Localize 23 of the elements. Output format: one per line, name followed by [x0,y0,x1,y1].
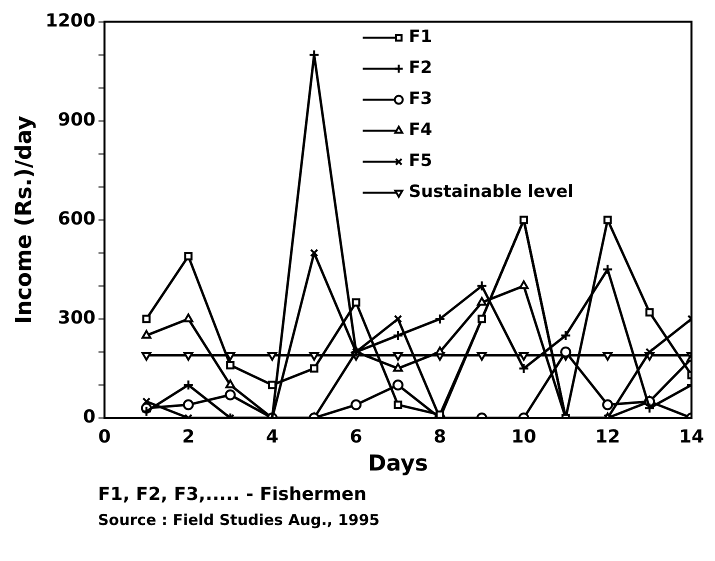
x-tick-label: 14 [678,426,704,448]
x-axis-title: Days [368,452,428,477]
x-tick-label: 6 [350,426,362,448]
x-tick-label: 4 [266,426,278,448]
y-tick-label: 1200 [45,10,96,32]
legend-label: F3 [408,89,432,110]
text: F1, F2, F3,..... - Fishermen [98,484,368,505]
legend-label: F2 [408,58,432,78]
legend-label: Sustainable level [408,182,574,202]
y-tick-label: 300 [58,308,96,329]
y-axis-title: Income (Rs.)/day [12,116,37,324]
legend-label: F1 [408,27,432,48]
y-tick-label: 600 [58,208,96,230]
x-tick-label: 8 [434,426,446,448]
x-tick-label: 0 [98,426,111,448]
x-tick-label: 12 [595,426,620,448]
x-tick-label: 10 [511,426,536,448]
legend-label: F5 [408,151,432,172]
legend-label: F4 [408,120,432,140]
source-note: Source : Field Studies Aug., 1995 [98,511,381,529]
y-tick-label: 0 [82,406,96,428]
x-tick-label: 2 [182,426,195,448]
y-tick-label: 900 [58,110,96,131]
